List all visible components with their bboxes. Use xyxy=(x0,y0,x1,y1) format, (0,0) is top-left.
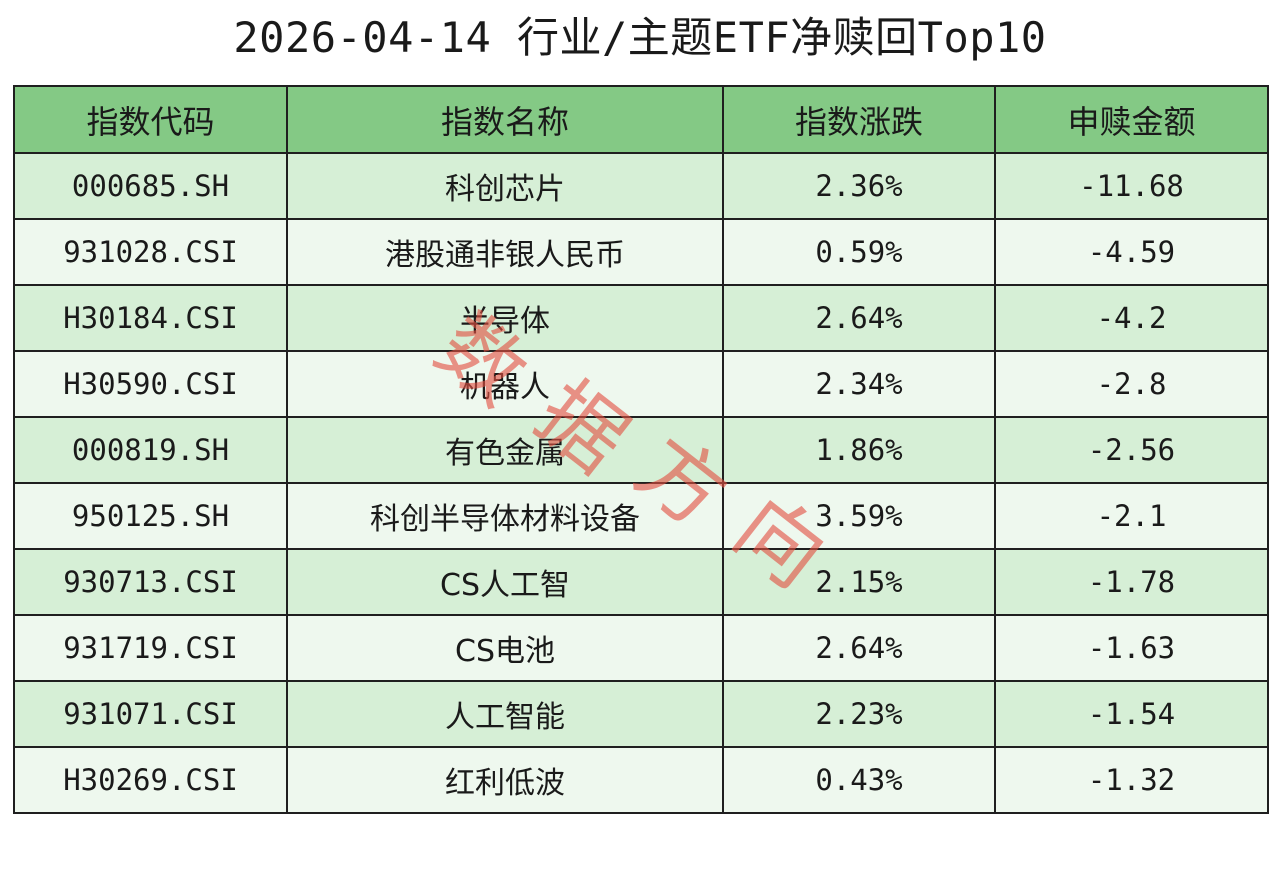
table-header-row: 指数代码 指数名称 指数涨跌 申赎金额 xyxy=(13,85,1269,154)
header-index-name: 指数名称 xyxy=(286,85,724,154)
cell-code: 000685.SH xyxy=(13,152,288,220)
cell-code: 931071.CSI xyxy=(13,680,288,748)
cell-code: 000819.SH xyxy=(13,416,288,484)
table-row: H30184.CSI 半导体 2.64% -4.2 xyxy=(13,284,1269,352)
cell-amount: -2.56 xyxy=(994,416,1269,484)
cell-code: H30184.CSI xyxy=(13,284,288,352)
header-amount: 申赎金额 xyxy=(994,85,1269,154)
header-index-change: 指数涨跌 xyxy=(722,85,996,154)
cell-code: 950125.SH xyxy=(13,482,288,550)
cell-code: 931719.CSI xyxy=(13,614,288,682)
cell-change: 0.43% xyxy=(722,746,996,814)
cell-change: 2.64% xyxy=(722,284,996,352)
table-row: H30269.CSI 红利低波 0.43% -1.32 xyxy=(13,746,1269,814)
table-row: 000685.SH 科创芯片 2.36% -11.68 xyxy=(13,152,1269,220)
cell-name: 有色金属 xyxy=(286,416,724,484)
cell-change: 1.86% xyxy=(722,416,996,484)
cell-name: CS电池 xyxy=(286,614,724,682)
cell-change: 2.36% xyxy=(722,152,996,220)
cell-name: CS人工智 xyxy=(286,548,724,616)
cell-change: 3.59% xyxy=(722,482,996,550)
cell-change: 2.23% xyxy=(722,680,996,748)
table-row: 931719.CSI CS电池 2.64% -1.63 xyxy=(13,614,1269,682)
etf-redemption-table: 指数代码 指数名称 指数涨跌 申赎金额 000685.SH 科创芯片 2.36%… xyxy=(13,85,1269,814)
cell-amount: -1.54 xyxy=(994,680,1269,748)
cell-name: 科创芯片 xyxy=(286,152,724,220)
cell-change: 2.15% xyxy=(722,548,996,616)
table-row: 931071.CSI 人工智能 2.23% -1.54 xyxy=(13,680,1269,748)
cell-name: 科创半导体材料设备 xyxy=(286,482,724,550)
cell-name: 红利低波 xyxy=(286,746,724,814)
cell-amount: -1.63 xyxy=(994,614,1269,682)
cell-code: 930713.CSI xyxy=(13,548,288,616)
cell-name: 半导体 xyxy=(286,284,724,352)
cell-code: 931028.CSI xyxy=(13,218,288,286)
cell-name: 人工智能 xyxy=(286,680,724,748)
table-row: 950125.SH 科创半导体材料设备 3.59% -2.1 xyxy=(13,482,1269,550)
cell-code: H30269.CSI xyxy=(13,746,288,814)
cell-change: 0.59% xyxy=(722,218,996,286)
cell-change: 2.64% xyxy=(722,614,996,682)
cell-amount: -4.2 xyxy=(994,284,1269,352)
table-row: 930713.CSI CS人工智 2.15% -1.78 xyxy=(13,548,1269,616)
cell-change: 2.34% xyxy=(722,350,996,418)
cell-amount: -1.32 xyxy=(994,746,1269,814)
cell-amount: -2.1 xyxy=(994,482,1269,550)
cell-amount: -2.8 xyxy=(994,350,1269,418)
table-row: H30590.CSI 机器人 2.34% -2.8 xyxy=(13,350,1269,418)
page-title: 2026-04-14 行业/主题ETF净赎回Top10 xyxy=(233,13,1047,62)
cell-name: 港股通非银人民币 xyxy=(286,218,724,286)
table-row: 931028.CSI 港股通非银人民币 0.59% -4.59 xyxy=(13,218,1269,286)
cell-amount: -4.59 xyxy=(994,218,1269,286)
cell-amount: -11.68 xyxy=(994,152,1269,220)
table-row: 000819.SH 有色金属 1.86% -2.56 xyxy=(13,416,1269,484)
header-index-code: 指数代码 xyxy=(13,85,288,154)
cell-name: 机器人 xyxy=(286,350,724,418)
cell-code: H30590.CSI xyxy=(13,350,288,418)
cell-amount: -1.78 xyxy=(994,548,1269,616)
